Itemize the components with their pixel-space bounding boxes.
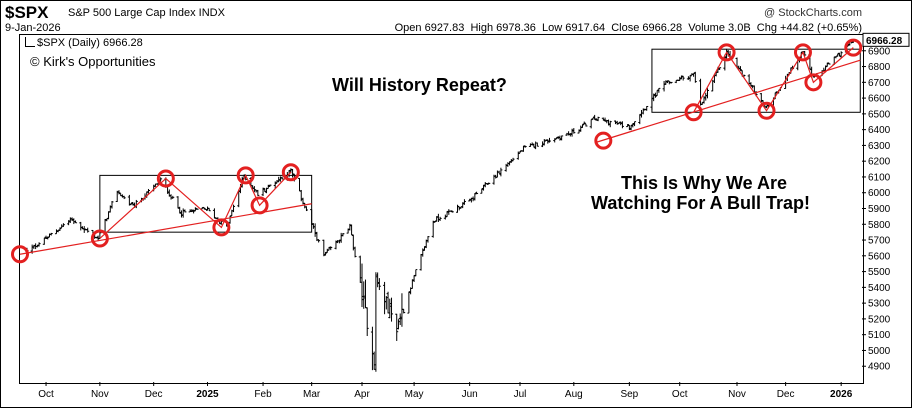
chg-label: Chg: [756, 22, 777, 34]
y-tick-label: 6300: [868, 141, 891, 152]
y-tick-label: 5900: [868, 204, 891, 215]
y-tick-label: 5700: [868, 236, 891, 247]
open-value: 6927.83: [424, 22, 465, 34]
pivot-circle: [236, 166, 255, 185]
annotation-line-2: Watching For A Bull Trap!: [591, 193, 810, 213]
x-tick-label: Sep: [620, 389, 638, 400]
swing-line: [99, 171, 292, 239]
pivot-circle: [844, 38, 863, 57]
x-tick-label: Oct: [672, 389, 688, 400]
pivot-circle: [594, 131, 613, 150]
y-tick-label: 6700: [868, 78, 891, 89]
pivot-circle: [90, 229, 109, 248]
consolidation-box: [651, 48, 861, 113]
x-tick-label: Nov: [728, 389, 746, 400]
x-tick-label: 2026: [830, 389, 853, 400]
y-tick-label: 5200: [868, 314, 891, 325]
x-tick-label: Nov: [91, 389, 109, 400]
legend-text: $SPX (Daily) 6966.28: [37, 37, 143, 49]
pivot-circle: [793, 43, 812, 62]
high-label: High: [470, 22, 494, 34]
last-value-box: [862, 32, 910, 47]
y-tick-label: 5800: [868, 220, 891, 231]
annotation-title: Will History Repeat?: [332, 75, 507, 95]
close-value: 6966.28: [642, 22, 683, 34]
chart-date: 9-Jan-2026: [5, 22, 61, 34]
copyright-text: © Kirk's Opportunities: [30, 54, 156, 69]
x-tick-label: Jul: [514, 389, 527, 400]
pivot-circle: [212, 218, 231, 237]
x-tick-label: Jun: [462, 389, 478, 400]
y-tick-label: 5300: [868, 299, 891, 310]
y-tick-label: 6800: [868, 62, 891, 73]
chg-value: +44.82 (+0.65%): [780, 22, 862, 34]
legend-icon: [25, 37, 35, 47]
open-label: Open: [394, 22, 422, 34]
x-tick-label: 2025: [196, 389, 219, 400]
trendline: [19, 203, 312, 255]
x-tick-label: Aug: [565, 389, 583, 400]
volume-label: Volume: [688, 22, 725, 34]
chart-legend: $SPX (Daily) 6966.28: [25, 37, 143, 49]
y-tick-label: 6100: [868, 172, 891, 183]
y-tick-label: 6600: [868, 94, 891, 105]
low-label: Low: [542, 22, 563, 34]
pivot-circle: [156, 169, 175, 188]
y-tick-label: 5500: [868, 267, 891, 278]
pivot-circle: [281, 163, 300, 182]
low-value: 6917.64: [565, 22, 606, 34]
y-tick-label: 6200: [868, 157, 891, 168]
y-tick-label: 6900: [868, 46, 891, 57]
ticker-symbol: $SPX: [5, 3, 49, 22]
y-tick-label: 6400: [868, 125, 891, 136]
volume-value: 3.0B: [728, 22, 751, 34]
y-tick-label: 5600: [868, 251, 891, 262]
y-tick-label: 6500: [868, 109, 891, 120]
x-tick-label: Dec: [145, 389, 163, 400]
pivot-circle: [757, 101, 776, 120]
x-tick-label: Mar: [303, 389, 321, 400]
ohlc-readout: Open 6927.83 High 6978.36 Low 6917.64 Cl…: [395, 22, 862, 34]
x-tick-label: May: [405, 389, 424, 400]
pivot-circle: [250, 196, 269, 215]
pivot-circle: [11, 245, 29, 264]
x-tick-label: Apr: [354, 389, 370, 400]
y-tick-label: 6000: [868, 188, 891, 199]
y-tick-label: 5100: [868, 330, 891, 341]
y-tick-label: 5400: [868, 283, 891, 294]
trendline: [596, 59, 861, 143]
pivot-circle: [684, 103, 703, 122]
source-credit: @ StockCharts.com: [764, 7, 862, 19]
annotation-line-1: This Is Why We Are: [621, 173, 788, 193]
x-tick-label: Feb: [254, 389, 272, 400]
high-value: 6978.36: [496, 22, 536, 34]
pivot-circle: [717, 43, 736, 62]
x-tick-label: Oct: [38, 389, 54, 400]
index-name: S&P 500 Large Cap Index INDX: [68, 7, 225, 19]
close-label: Close: [611, 22, 640, 34]
y-tick-label: 4900: [868, 362, 891, 373]
pivot-circle: [804, 73, 823, 92]
y-tick-label: 5000: [868, 346, 891, 357]
x-tick-label: Dec: [777, 389, 795, 400]
last-value-label: 6966.28: [866, 36, 903, 47]
